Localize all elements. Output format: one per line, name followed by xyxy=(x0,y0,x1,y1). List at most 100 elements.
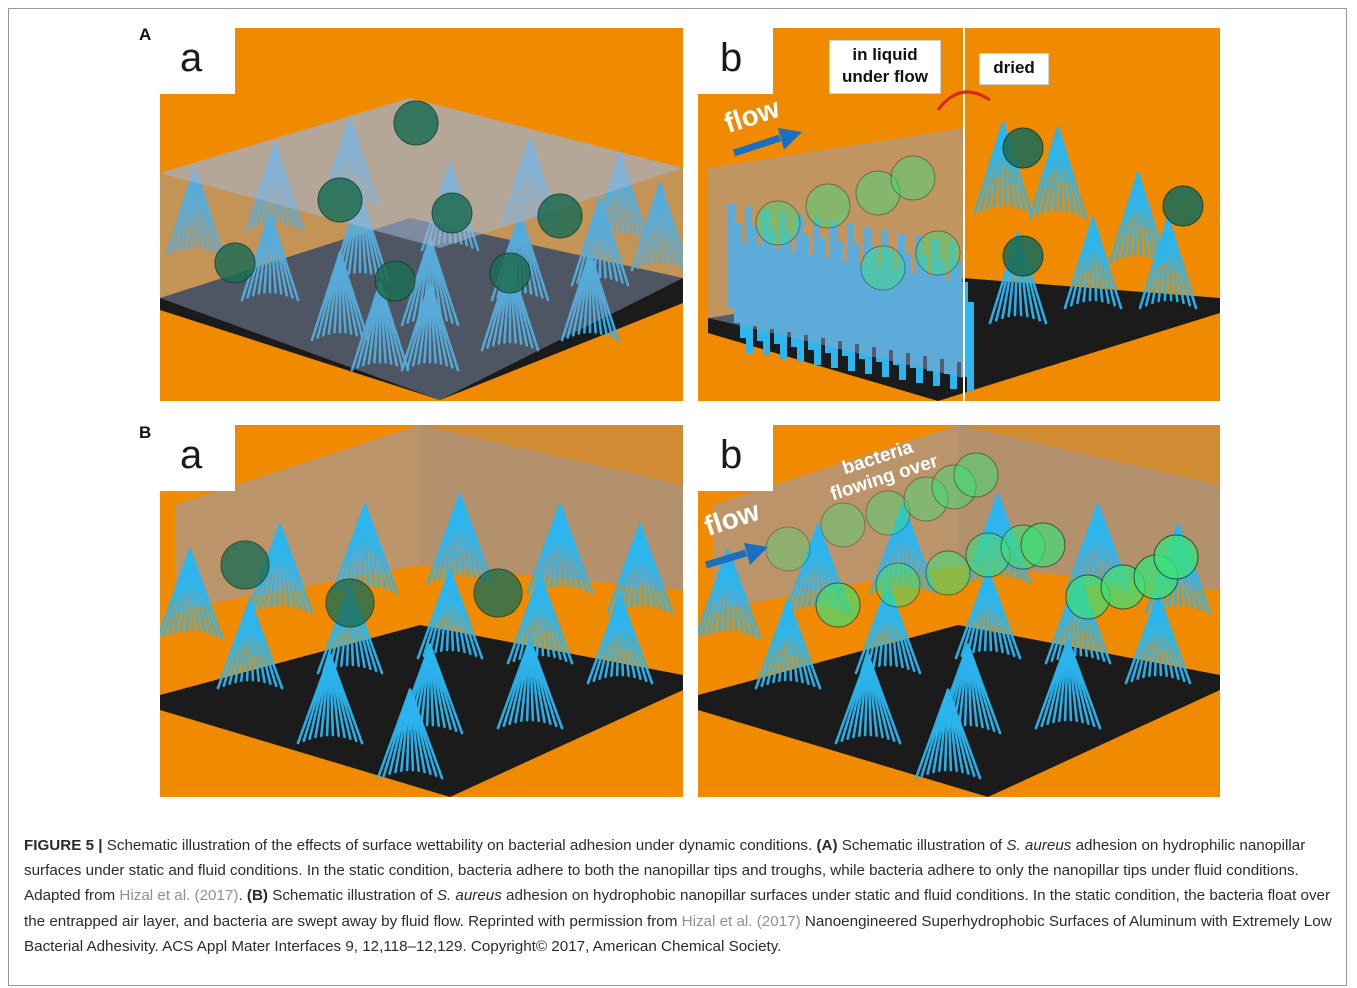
nanopillar-cone xyxy=(331,503,399,595)
nanopillar-cone xyxy=(630,181,683,272)
caption-tag-B: (B) xyxy=(246,887,268,905)
nanopillar-flow-hydrophilic-graphic xyxy=(708,28,1220,401)
bacterium-flowing xyxy=(755,200,801,246)
species-name: S. aureus xyxy=(436,887,502,905)
air-layer xyxy=(713,425,1220,610)
panel-Aa-illustration: a xyxy=(160,28,683,401)
bacterium-flowing xyxy=(805,183,851,229)
bacterium-adhered xyxy=(1002,127,1044,169)
air-layer-side xyxy=(420,425,683,590)
bacterium xyxy=(214,242,256,284)
nanopillar-cone xyxy=(216,598,284,690)
bacterium xyxy=(325,578,375,628)
subpanel-label-Aa: a xyxy=(180,36,203,80)
subpanel-label-Ab: b xyxy=(720,36,743,80)
caption-text: adhesion on hydrophobic nanopillar surfa… xyxy=(24,887,1331,930)
nanopillar-cone xyxy=(914,688,982,780)
flow-arrowhead xyxy=(744,543,768,565)
caption-text: . xyxy=(238,887,247,905)
reference-link[interactable]: Hizal et al. (2017) xyxy=(119,887,239,905)
bacterium-flowing xyxy=(890,155,936,201)
sublabel-box xyxy=(698,28,773,94)
bacterium-flowing xyxy=(865,490,911,536)
nanopillar-cone xyxy=(1063,216,1123,310)
nanopillar-cone xyxy=(496,638,564,730)
nanopillar-static-hydrophilic-graphic xyxy=(160,98,683,400)
in-liquid-under-flow-tag: in liquid under flow xyxy=(829,40,941,94)
bacterium-flowing xyxy=(925,550,971,596)
bacterium-flowing xyxy=(860,245,906,291)
species-name: S. aureus xyxy=(1006,837,1072,854)
nanopillar-cone xyxy=(426,493,494,585)
nanopillar-cone xyxy=(560,251,620,342)
sublabel-box xyxy=(160,425,235,491)
bacterium xyxy=(317,177,363,223)
bacterium-flowing xyxy=(765,526,811,572)
nanopillar-cone xyxy=(376,688,444,780)
bacterium xyxy=(393,100,439,146)
nanopillar-cone xyxy=(698,548,762,640)
nanopillar-cone xyxy=(1138,216,1198,310)
sublabel-box xyxy=(698,425,773,491)
nanopillar-cone xyxy=(1034,638,1102,730)
sublabel-box xyxy=(160,28,235,94)
nanopillar-cone xyxy=(296,653,364,745)
subpanel-label-Ba: a xyxy=(180,433,203,477)
transition-arrow xyxy=(936,90,991,111)
bacterium-flowing xyxy=(820,502,866,548)
bacterium xyxy=(220,540,270,590)
caption-text: adhesion on hydrophilic nanopillar surfa… xyxy=(24,837,1306,905)
nanopillar-cone xyxy=(954,568,1022,660)
panel-Bb-illustration: b flow bacteria flowing over xyxy=(698,425,1220,797)
caption-text: Schematic illustration of xyxy=(267,887,437,905)
caption-text: Nanoengineered Superhydrophobic Surfaces… xyxy=(24,912,1332,955)
caption-text: Schematic illustration of xyxy=(837,837,1007,854)
nanopillar-cone xyxy=(586,593,654,685)
bacterium-flowing xyxy=(1153,534,1199,580)
nanopillar-cone xyxy=(246,523,314,615)
bacterium xyxy=(374,260,416,302)
bacterium xyxy=(473,568,523,618)
bacterium-flowing xyxy=(815,582,861,628)
caption-text: Schematic illustration of the effects of… xyxy=(102,837,817,854)
nanopillar-flow-hydrophobic-graphic xyxy=(698,425,1220,797)
flow-arrow xyxy=(704,549,748,569)
bacterium-flowing xyxy=(875,562,921,608)
nanopillar-cone xyxy=(1028,126,1088,220)
flow-arrowhead xyxy=(778,128,802,150)
liquid-layer xyxy=(708,128,963,378)
nanopillar-cone xyxy=(310,251,370,342)
bacterium-flowing xyxy=(953,452,999,498)
nanopillar-static-hydrophobic-graphic xyxy=(160,425,683,797)
bacterium-adhered xyxy=(1002,235,1044,277)
nanopillar-cone xyxy=(240,211,300,302)
nanopillar-cone xyxy=(834,653,902,745)
bacterium xyxy=(537,193,583,239)
bacterium-adhered xyxy=(1162,185,1204,227)
figure-label: FIGURE 5 | xyxy=(24,837,103,854)
panel-label-A: A xyxy=(139,25,152,44)
bacterium-flowing xyxy=(1020,522,1066,568)
figure-caption: FIGURE 5 | Schematic illustration of the… xyxy=(24,833,1334,959)
bacterium-flowing xyxy=(855,170,901,216)
panel-Ab-illustration: b in liquid under flow dried flow xyxy=(698,28,1220,401)
bacterium-flowing xyxy=(903,476,949,522)
bacterium xyxy=(431,192,473,234)
substrate xyxy=(698,625,1220,797)
nanopillar-cone xyxy=(973,121,1033,215)
caption-tag-A: (A) xyxy=(816,837,838,854)
nanopillar-cone xyxy=(400,281,460,372)
nanopillar-cone xyxy=(416,568,484,660)
bacterium xyxy=(489,252,531,294)
dried-tag: dried xyxy=(979,53,1049,85)
bacterium-flowing xyxy=(915,230,961,276)
nanopillar-cone xyxy=(754,598,822,690)
panel-label-B: B xyxy=(139,423,152,442)
reference-link[interactable]: Hizal et al. (2017) xyxy=(681,912,801,930)
substrate xyxy=(160,625,683,797)
figure-frame xyxy=(8,8,1347,986)
nanopillar-cone xyxy=(1124,593,1192,685)
panel-Ba-illustration: a xyxy=(160,425,683,797)
subpanel-label-Bb: b xyxy=(720,433,743,477)
flow-arrow xyxy=(732,134,782,157)
